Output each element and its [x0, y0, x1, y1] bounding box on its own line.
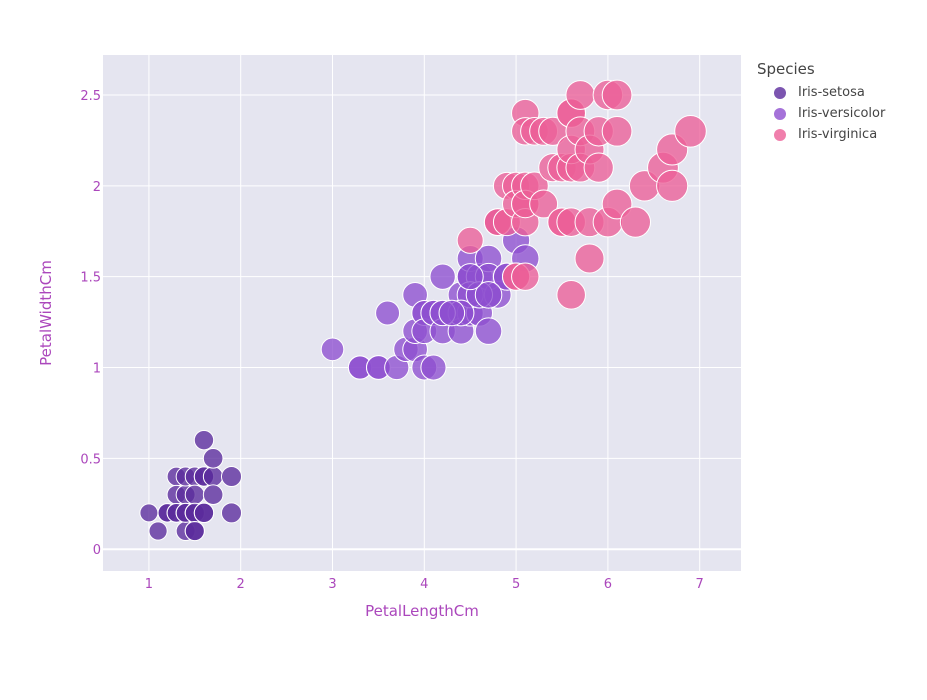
x-tick-label: 5	[512, 577, 520, 592]
x-axis-title: PetalLengthCm	[365, 602, 479, 620]
y-tick-label: 2.5	[80, 89, 101, 104]
x-tick-label: 2	[237, 577, 245, 592]
data-point[interactable]	[220, 502, 243, 524]
y-axis-title: PetalWidthCm	[37, 260, 55, 366]
data-point[interactable]	[429, 263, 456, 290]
data-point[interactable]	[184, 520, 205, 542]
data-point[interactable]	[139, 503, 159, 523]
x-tick-label: 4	[420, 577, 428, 592]
legend-title: Species	[757, 60, 815, 78]
legend-item-versicolor[interactable]: Iris-versicolor	[757, 103, 885, 124]
data-point[interactable]	[619, 206, 652, 238]
data-point[interactable]	[556, 280, 586, 310]
legend-item-setosa[interactable]: Iris-setosa	[757, 82, 885, 103]
data-point[interactable]	[574, 243, 605, 274]
legend-label-versicolor: Iris-versicolor	[798, 106, 886, 121]
data-point[interactable]	[202, 484, 224, 505]
data-point[interactable]	[456, 263, 484, 291]
data-point[interactable]	[601, 115, 633, 147]
y-tick-label: 0.5	[80, 452, 101, 467]
data-point[interactable]	[656, 169, 689, 202]
x-tick-label: 1	[145, 577, 153, 592]
data-point[interactable]	[438, 299, 466, 327]
data-point[interactable]	[529, 189, 559, 219]
data-point[interactable]	[202, 448, 224, 469]
series-iris-setosa	[139, 429, 243, 542]
data-point[interactable]	[220, 465, 243, 488]
data-point[interactable]	[184, 484, 205, 505]
data-point[interactable]	[193, 502, 215, 524]
data-point[interactable]	[148, 521, 168, 541]
series-iris-virginica	[456, 79, 707, 310]
data-point[interactable]	[375, 300, 401, 326]
y-tick-label: 2	[93, 180, 101, 195]
legend: Species Iris-setosa Iris-versicolor Iris…	[757, 60, 885, 145]
legend-label-setosa: Iris-setosa	[798, 85, 865, 100]
tick-labels: 1 2 3 4 5 6 7 0 0.5 1 1.5 2 2.5	[80, 89, 704, 592]
series-iris-versicolor	[320, 208, 540, 381]
y-tick-label: 1	[93, 362, 101, 377]
data-point[interactable]	[583, 152, 614, 183]
data-point[interactable]	[420, 354, 447, 381]
data-point[interactable]	[193, 429, 215, 451]
data-point[interactable]	[474, 317, 503, 345]
x-tick-label: 3	[328, 577, 336, 592]
legend-marker-versicolor	[774, 107, 786, 120]
data-point[interactable]	[511, 262, 540, 291]
legend-marker-virginica	[774, 128, 786, 141]
x-tick-label: 6	[604, 577, 612, 592]
data-point[interactable]	[202, 466, 224, 487]
data-point[interactable]	[674, 115, 707, 148]
y-tick-label: 1.5	[80, 271, 101, 286]
data-point[interactable]	[601, 79, 633, 111]
data-point[interactable]	[474, 281, 503, 309]
data-points	[139, 79, 707, 542]
x-tick-label: 7	[696, 577, 704, 592]
data-point[interactable]	[456, 226, 484, 254]
legend-label-virginica: Iris-virginica	[798, 127, 878, 142]
data-point[interactable]	[320, 337, 345, 362]
y-tick-label: 0	[93, 543, 101, 558]
data-point[interactable]	[565, 80, 596, 110]
legend-item-virginica[interactable]: Iris-virginica	[757, 124, 885, 145]
legend-marker-setosa	[774, 86, 786, 99]
